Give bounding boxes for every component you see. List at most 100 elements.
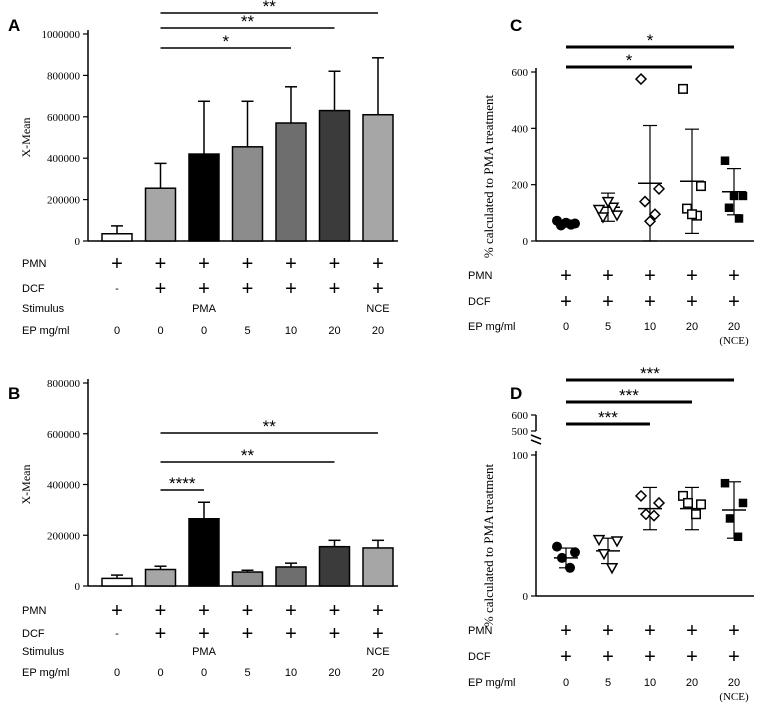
panel-c-point [592, 204, 606, 216]
panel-c-point [606, 202, 620, 214]
panel-d-y-axis-title: % calculated to PMA treatment [481, 464, 496, 628]
panel-b-row-cell: PMA [192, 646, 217, 658]
panel-a-plus-sign: + [155, 253, 167, 275]
panel-d-point [691, 509, 701, 520]
panel-a-y-tick-label: 1000000 [42, 29, 81, 41]
panel-d-row-cell: 5 [605, 677, 611, 689]
panel-d-row-cell: 10 [644, 677, 656, 689]
panel-c-row-label: DCF [468, 296, 491, 308]
panel-b-plus-sign: + [329, 600, 341, 622]
panel-c-plus-sign: + [560, 291, 572, 313]
panel-c-y-tick-label: 0 [523, 236, 529, 248]
panel-a-bar [362, 113, 394, 242]
panel-b-plus-sign: + [372, 623, 384, 645]
panel-d-point [552, 541, 562, 552]
panel-d-point [725, 514, 735, 523]
panel-b-row-cell: 5 [244, 667, 250, 679]
panel-b-bar [275, 566, 307, 587]
panel-b-plus-sign: + [111, 600, 123, 622]
panel-c-plus-sign: + [686, 265, 698, 287]
panel-c-point [634, 72, 648, 86]
panel-b-bar [144, 568, 177, 587]
panel-b-row-cell: 10 [285, 667, 297, 679]
panel-d-point [696, 499, 706, 510]
panel-d-row-label: EP mg/ml [468, 677, 515, 689]
panel-b-y-tick-label: 200000 [47, 530, 81, 542]
panel-a-y-tick-label: 800000 [47, 70, 81, 82]
panel-c-point [687, 209, 697, 220]
panel-b-plus-sign: + [198, 623, 210, 645]
panel-d-point [634, 489, 648, 502]
panel-b-row-cell: 20 [328, 667, 340, 679]
panel-c-plus-sign: + [686, 291, 698, 313]
panel-d-plus-sign: + [728, 646, 740, 668]
panel-c-nce-label: (NCE) [719, 335, 749, 347]
panel-b-row-cell: 20 [372, 667, 384, 679]
panel-b-row-cell: - [115, 628, 119, 640]
panel-b-plus-sign: + [155, 600, 167, 622]
panel-b-plus-sign: + [198, 600, 210, 622]
panel-a-plus-sign: + [329, 278, 341, 300]
panel-a-row-cell: 0 [157, 325, 163, 337]
panel-b-plus-sign: + [155, 623, 167, 645]
panel-b-plus-sign: + [329, 623, 341, 645]
panel-a-y-tick-label: 200000 [47, 195, 81, 207]
panel-a-row-cell: 20 [328, 325, 340, 337]
panel-b-letter: B [8, 384, 20, 403]
panel-b-row-label: DCF [22, 628, 45, 640]
panel-a-y-tick-label: 400000 [47, 153, 81, 165]
panel-b-bar [318, 545, 351, 587]
panel-b-bar [188, 518, 220, 587]
panel-d-significance-label: *** [619, 386, 639, 405]
panel-d-plus-sign: + [560, 646, 572, 668]
panel-a-plus-sign: + [372, 278, 384, 300]
panel-d-row-cell: 20 [686, 677, 698, 689]
panel-d-plus-sign: + [686, 620, 698, 642]
panel-a-row-cell: - [115, 283, 119, 295]
panel-c-point [596, 212, 610, 224]
panel-c-significance-label: * [647, 31, 654, 50]
panel-a-bar [318, 109, 351, 242]
panel-d-letter: D [510, 384, 522, 403]
panel-b-significance-label: ** [263, 417, 277, 436]
panel-c-row-cell: 20 [686, 321, 698, 333]
panel-c-row-cell: 20 [728, 321, 740, 333]
panel-c-plus-sign: + [728, 291, 740, 313]
panel-d-point [720, 478, 730, 488]
panel-d-point [557, 552, 567, 563]
panel-d-significance-label: *** [598, 408, 618, 427]
panel-c-row-cell: 0 [563, 321, 569, 333]
panel-d-y-tick-label: 600 [512, 410, 529, 422]
panel-a-row-label: DCF [22, 283, 45, 295]
panel-a-row-cell: 0 [201, 325, 207, 337]
panel-c-y-axis-title: % calculated to PMA treatment [481, 95, 496, 259]
panel-c-point [648, 208, 662, 221]
panel-a-plus-sign: + [242, 253, 254, 275]
panel-a-plus-sign: + [372, 253, 384, 275]
panel-a-row-cell: NCE [366, 303, 389, 315]
panel-d-axis-break-mark [530, 434, 542, 440]
panel-d-point [597, 548, 611, 561]
panel-d-point [592, 534, 606, 547]
panel-b-bar [101, 577, 133, 587]
panel-b-row-cell: NCE [366, 646, 389, 658]
panel-c-point [678, 83, 688, 94]
panel-b-bar [362, 547, 394, 587]
panel-a-row-cell: 0 [114, 325, 120, 337]
panel-b-y-axis-title: X-Mean [19, 465, 33, 505]
panel-a-bar [275, 122, 307, 242]
panel-a-plus-sign: + [198, 278, 210, 300]
panel-a-plus-sign: + [329, 253, 341, 275]
panel-c-letter: C [510, 16, 522, 35]
panel-d-plus-sign: + [560, 620, 572, 642]
panel-c-y-tick-label: 400 [512, 123, 529, 135]
panel-a-plus-sign: + [198, 253, 210, 275]
panel-d-point [733, 532, 743, 542]
panel-d-significance-label: *** [640, 364, 660, 383]
panel-c-point [734, 214, 744, 223]
panel-c-point [724, 203, 734, 213]
panel-a-row-label: Stimulus [22, 303, 65, 315]
panel-a-bar [231, 146, 264, 242]
panel-d-axis-break-mark [530, 439, 542, 445]
panel-b-plus-sign: + [285, 623, 297, 645]
